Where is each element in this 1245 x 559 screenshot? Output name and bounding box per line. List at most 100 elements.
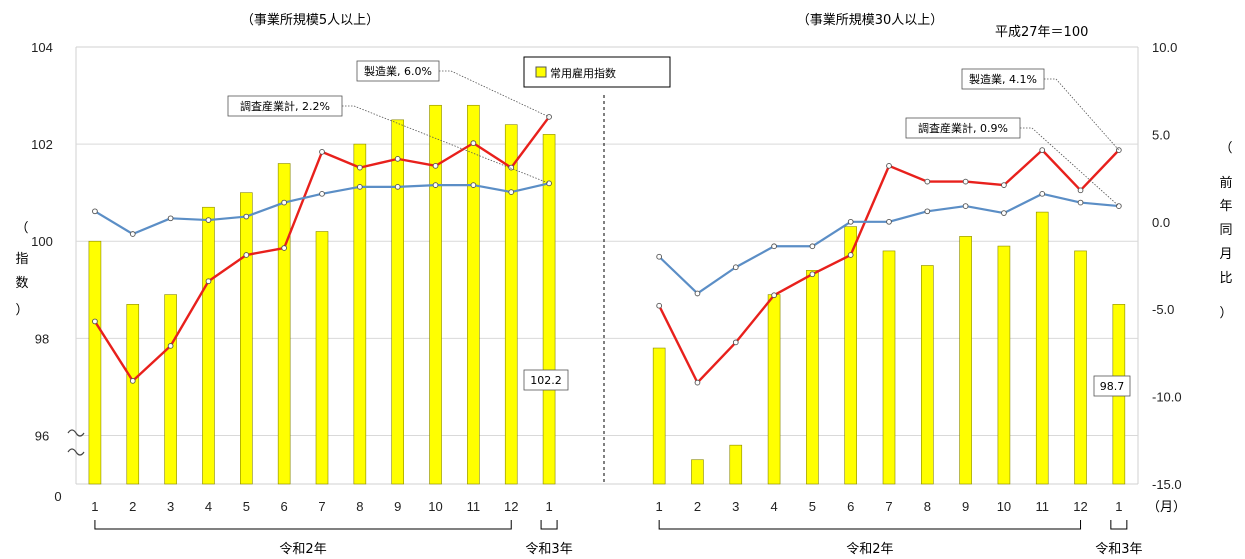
callout-label: 調査産業計, 0.9% [918, 121, 1008, 135]
data-point [92, 318, 98, 325]
data-point [656, 253, 663, 260]
panel-subtitle: （事業所規模30人以上） [797, 12, 944, 28]
left-axis-title-char: ） [15, 303, 28, 318]
left-tick-label: 100 [31, 234, 53, 249]
data-point [356, 164, 363, 171]
bar [921, 265, 934, 485]
data-point [962, 203, 969, 209]
data-point [508, 164, 515, 171]
data-point [167, 215, 174, 222]
callout-box [523, 369, 569, 391]
bar [467, 104, 480, 485]
data-point [886, 218, 892, 225]
data-point [432, 163, 439, 169]
left-tick-label: 98 [35, 331, 49, 346]
data-point [205, 217, 212, 223]
bar [353, 143, 367, 485]
right-axis-title-char: 前 [1219, 175, 1232, 191]
bar [652, 347, 666, 485]
right-axis-title-char: 同 [1219, 223, 1232, 238]
data-point [243, 213, 250, 220]
month-label: 1 [656, 499, 663, 514]
right-axis-title-char: 年 [1219, 199, 1232, 214]
legend-box [523, 56, 671, 88]
bar [277, 163, 291, 485]
data-point [1039, 190, 1046, 197]
left-axis-title-char: 指 [15, 252, 28, 267]
axis-break-mark [67, 429, 85, 437]
data-point [732, 264, 739, 271]
month-label: 3 [167, 499, 174, 514]
left-tick-label: 102 [31, 137, 53, 152]
right-tick-label: 10.0 [1152, 40, 1177, 55]
bar [429, 104, 442, 485]
bar [997, 245, 1011, 485]
year-label: 令和3年 [525, 542, 572, 557]
data-point [694, 379, 701, 386]
month-label: 9 [962, 499, 969, 514]
data-point [924, 178, 931, 185]
data-point [319, 190, 325, 197]
data-point [771, 243, 777, 250]
legend-swatch [535, 66, 547, 78]
callout-box [905, 117, 1021, 139]
left-axis-title-char: （ [15, 221, 28, 236]
bar [164, 294, 177, 485]
callout-label: 製造業, 6.0% [364, 64, 432, 78]
month-label: 2 [129, 499, 136, 514]
data-point [394, 183, 401, 190]
panel-subtitle: （事業所規模5人以上） [241, 12, 379, 28]
data-point [1115, 147, 1122, 153]
data-point [694, 290, 701, 297]
data-point [356, 183, 363, 190]
left-tick-label: 96 [35, 428, 49, 443]
month-label: 7 [885, 499, 892, 514]
year-label: 令和2年 [279, 542, 326, 557]
data-point [243, 252, 250, 258]
data-point [205, 278, 212, 285]
month-label: 4 [770, 499, 777, 514]
data-point [809, 271, 816, 278]
bar [691, 459, 704, 485]
data-point [847, 252, 854, 258]
month-label: 1 [545, 499, 552, 514]
data-point [129, 231, 136, 237]
data-point [847, 218, 854, 225]
month-unit-label: （月） [1147, 500, 1186, 515]
data-point [771, 292, 777, 299]
month-label: 2 [694, 499, 701, 514]
right-tick-label: -15.0 [1152, 477, 1182, 492]
bar [542, 134, 556, 485]
data-point [962, 178, 969, 185]
month-label: 7 [318, 499, 325, 514]
data-point [167, 343, 174, 349]
data-point [432, 182, 439, 188]
bar [844, 226, 857, 485]
callout-box [356, 60, 440, 82]
year-label: 令和2年 [846, 542, 893, 557]
bar [959, 236, 972, 485]
callout-leader [1044, 78, 1120, 151]
data-point [656, 302, 663, 309]
month-label: 12 [504, 499, 518, 514]
month-label: 1 [1115, 499, 1122, 514]
month-label: 3 [732, 499, 739, 514]
data-point [732, 339, 739, 346]
data-point [470, 182, 477, 188]
bar [88, 240, 102, 485]
callout-leader [342, 105, 550, 184]
right-tick-label: -5.0 [1152, 302, 1174, 317]
data-point [92, 208, 98, 215]
data-point [809, 243, 816, 250]
year-bracket [1110, 520, 1128, 530]
year-bracket [540, 520, 558, 530]
data-point [394, 156, 401, 162]
year-label: 令和3年 [1095, 542, 1142, 557]
right-axis-title-char: 比 [1219, 271, 1232, 286]
data-point [924, 208, 931, 215]
month-label: 10 [428, 499, 442, 514]
bar [729, 444, 743, 485]
month-label: 8 [924, 499, 931, 514]
month-label: 5 [243, 499, 250, 514]
